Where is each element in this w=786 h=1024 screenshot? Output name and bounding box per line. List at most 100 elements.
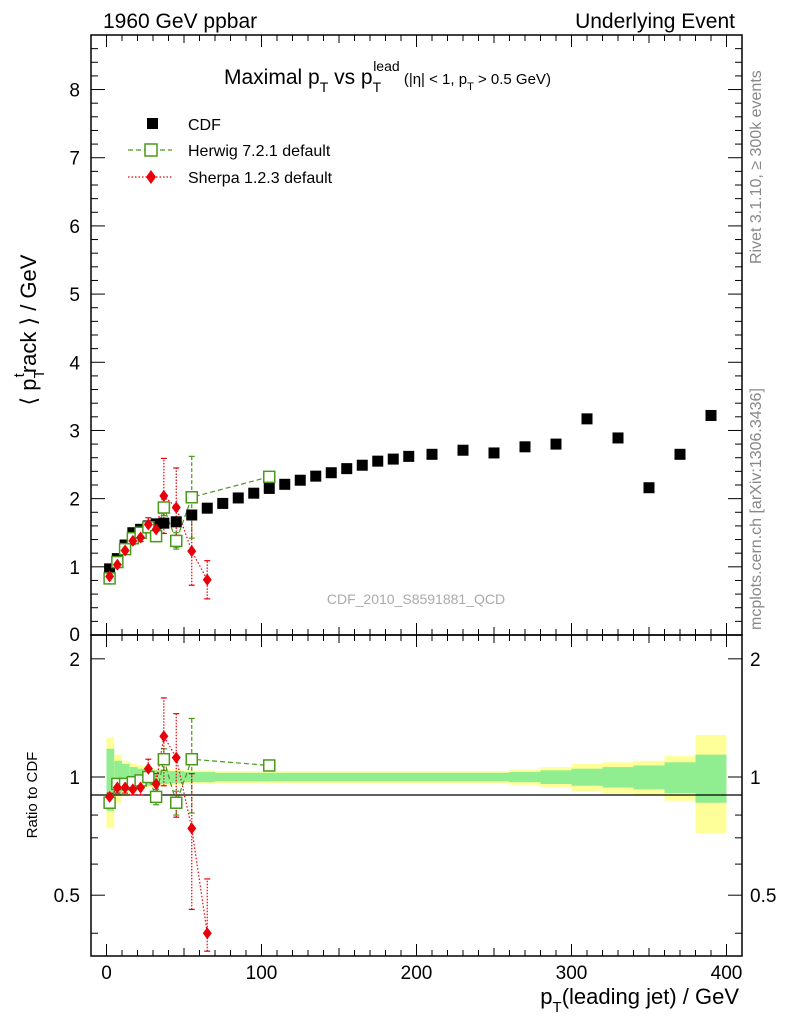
sherpa-ratio-point [136, 781, 146, 794]
stat-uncertainty-band [478, 772, 510, 782]
stat-uncertainty-band [246, 772, 262, 782]
stat-uncertainty-band [339, 772, 355, 782]
herwig-ratio-point [149, 790, 163, 804]
rivet-label: Rivet 3.1.10, ≥ 300k events [748, 70, 765, 264]
ratio-y-tick-labels: 0.5 0.5 1 1 2 2 [54, 650, 777, 907]
ratio-tick-label-left: 2 [69, 650, 80, 671]
cdf-point [158, 517, 170, 529]
y-tick-label: 5 [69, 285, 80, 306]
stat-uncertainty-band [447, 772, 479, 782]
cdf-point [612, 432, 624, 444]
x-tick-label: 300 [556, 963, 588, 984]
ratio-panel: 0.5 0.5 1 1 2 2 Ratio to CDF 0 100 200 300 400 pT… [24, 634, 777, 1016]
sherpa-ratio-point [151, 777, 161, 790]
x-tick-label: 100 [246, 963, 278, 984]
stat-uncertainty-band [323, 772, 339, 782]
cdf-point [519, 441, 531, 453]
stat-uncertainty-band [370, 772, 386, 782]
y-tick-label: 6 [69, 217, 80, 238]
legend-sherpa-label: Sherpa 1.2.3 default [188, 170, 333, 187]
y-tick-label: 2 [69, 490, 80, 511]
cdf-point [263, 482, 275, 494]
stat-uncertainty-band [401, 772, 417, 782]
sherpa-ratio-point [120, 781, 130, 794]
stat-uncertainty-band [261, 772, 277, 782]
sherpa-point [128, 534, 138, 547]
herwig-ratio-point [170, 796, 183, 809]
sherpa-point [136, 531, 146, 544]
stat-uncertainty-band [292, 772, 308, 782]
sherpa-ratio-point [143, 762, 153, 775]
header-left: 1960 GeV ppbar [103, 10, 257, 33]
cdf-point [488, 447, 500, 459]
herwig-ratio-point [157, 752, 171, 766]
stat-uncertainty-band [153, 770, 161, 784]
cdf-point [457, 444, 469, 456]
herwig-ratio-point [185, 752, 198, 766]
y-axis-label: ⟨ pTtrack ⟩ / GeV [11, 254, 48, 405]
cdf-point [643, 482, 655, 494]
ratio-tick-label-left: 1 [69, 768, 80, 789]
sherpa-ratio-point [171, 751, 181, 764]
cdf-point [674, 448, 686, 460]
cdf-point [705, 409, 717, 421]
stat-uncertainty-band [602, 767, 634, 788]
legend-sherpa-marker [146, 170, 156, 184]
cdf-point [104, 563, 116, 575]
y-tick-label: 4 [69, 353, 80, 374]
stat-uncertainty-band [160, 770, 169, 784]
ratio-tick-label-right: 1 [750, 768, 761, 789]
main-axis-ticks [91, 34, 742, 636]
stat-uncertainty-band [215, 772, 231, 782]
cdf-point [325, 467, 337, 479]
cdf-point [201, 502, 213, 514]
ratio-y-axis-label: Ratio to CDF [24, 752, 41, 839]
ratio-axis-ticks [91, 635, 742, 956]
legend-herwig-marker [144, 143, 158, 157]
stat-uncertainty-band [385, 772, 401, 782]
y-tick-label: 7 [69, 149, 80, 170]
sherpa-point [187, 545, 197, 558]
x-tick-label: 0 [101, 963, 112, 984]
herwig-point [157, 501, 171, 514]
main-data-layer [103, 409, 717, 600]
stat-uncertainty-band [416, 772, 448, 782]
sherpa-point [151, 523, 161, 536]
cdf-point [581, 413, 593, 425]
y-tick-label: 0 [69, 625, 80, 646]
stat-uncertainty-band [199, 771, 215, 783]
ratio-tick-label-right: 2 [750, 650, 761, 671]
cdf-point [341, 463, 353, 475]
stat-uncertainty-band [308, 772, 324, 782]
cdf-point [426, 448, 438, 460]
ratio-tick-label-right: 0.5 [750, 886, 776, 907]
ratio-uncertainty-bands [106, 734, 727, 834]
stat-uncertainty-band [354, 772, 370, 782]
sherpa-ratio-point [105, 790, 115, 803]
herwig-point [185, 491, 198, 504]
sherpa-ratio-point [159, 730, 169, 743]
stat-uncertainty-band [571, 768, 603, 786]
sherpa-ratio-point [202, 927, 212, 940]
stat-uncertainty-band [106, 748, 115, 811]
sherpa-point [120, 544, 130, 557]
sherpa-point [159, 489, 169, 502]
x-tick-label: 200 [401, 963, 433, 984]
cdf-point [279, 478, 291, 490]
stat-uncertainty-band [633, 765, 665, 790]
sherpa-point [143, 518, 153, 531]
cdf-point [356, 459, 368, 471]
mcplots-label: mcplots.cern.ch [arXiv:1306.3436] [748, 388, 765, 630]
sherpa-ratio-point [187, 822, 197, 835]
ratio-frame [90, 634, 743, 957]
y-tick-label: 8 [69, 81, 80, 102]
herwig-point [263, 470, 276, 484]
ratio-tick-label-left: 0.5 [54, 886, 80, 907]
x-axis-label: pT(leading jet) / GeV [540, 984, 739, 1016]
y-tick-label: 3 [69, 421, 80, 442]
sherpa-point [171, 501, 181, 514]
legend-cdf-label: CDF [188, 117, 221, 134]
cdf-point [310, 470, 322, 482]
ratio-data-layer [103, 697, 276, 952]
